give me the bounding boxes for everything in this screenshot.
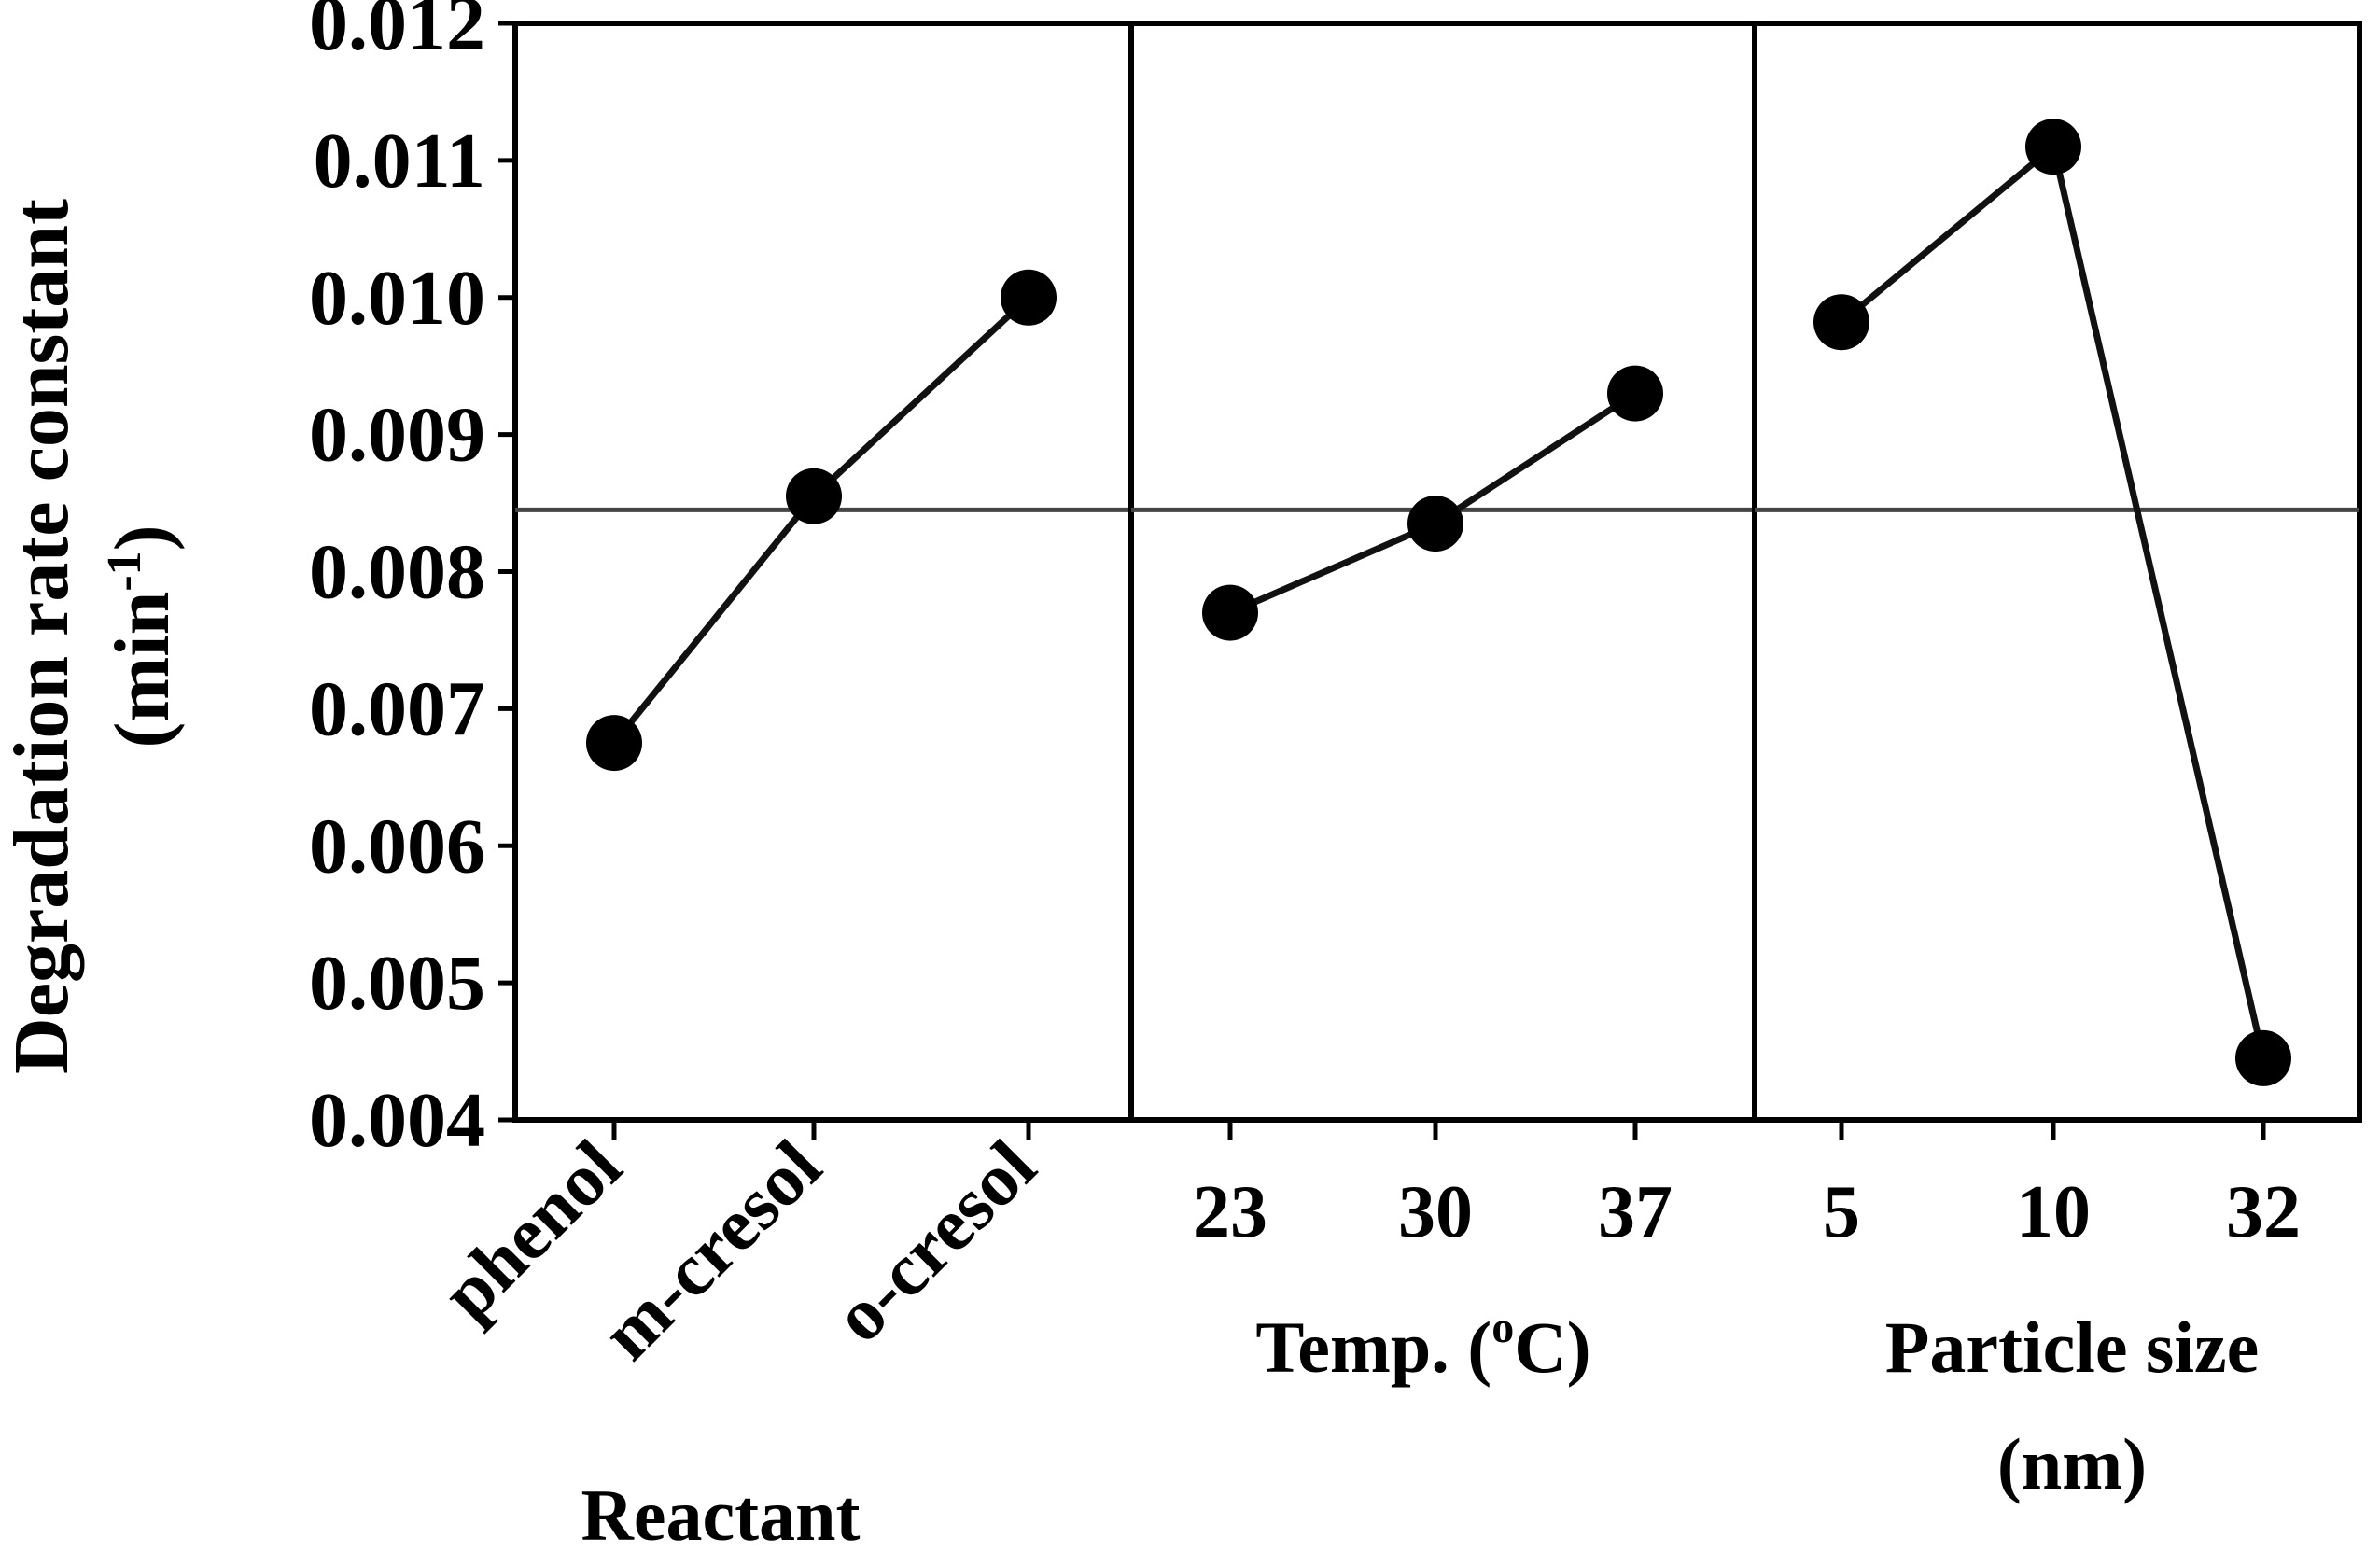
y-tick-label: 0.011: [314, 118, 485, 204]
y-tick-label: 0.009: [309, 392, 485, 479]
panel-particle-size: 5 10 32: [1752, 21, 2362, 1253]
x-title-temp-sup: o: [1491, 1303, 1514, 1352]
y-unit-sup: -1: [98, 551, 151, 591]
panel-frame: [512, 21, 1134, 1123]
y-axis-ticks: 0.004 0.005 0.006 0.007 0.008 0.009 0.010 0.011…: [309, 0, 515, 1164]
data-point: [2235, 1029, 2291, 1086]
series-line: [1839, 140, 2267, 1059]
y-tick-label: 0.005: [309, 940, 485, 1027]
data-point: [1202, 584, 1258, 641]
data-point: [1407, 496, 1463, 552]
data-point: [1813, 294, 1869, 351]
y-unit-end: ): [99, 524, 186, 551]
x-title-temp-end: C): [1514, 1307, 1590, 1388]
x-title-temp: Temp. (oC): [1255, 1303, 1590, 1388]
y-tick-label: 0.010: [309, 255, 485, 342]
x-title-reactant: Reactant: [581, 1475, 861, 1552]
x-tick-label: 30: [1398, 1171, 1473, 1253]
data-point: [586, 715, 642, 772]
x-tick-label: o-cresol: [819, 1126, 1052, 1359]
x-tick-label: 5: [1823, 1171, 1860, 1253]
x-title-temp-base: Temp. (: [1255, 1307, 1491, 1388]
x-tick-label: 23: [1193, 1171, 1267, 1253]
y-tick-label: 0.006: [309, 803, 485, 889]
x-tick-label: 10: [2016, 1171, 2091, 1253]
x-axis-titles: Reactant Temp. (oC) Particle size (nm): [581, 1303, 2260, 1552]
x-tick-label: m-cresol: [586, 1126, 837, 1377]
data-point: [1001, 269, 1057, 326]
y-tick-label: 0.007: [309, 665, 485, 752]
panel-temperature: 23 30 37: [1128, 21, 1757, 1253]
y-axis-title: Degradation rate constant (min-1): [0, 199, 186, 1074]
x-tick-label: 37: [1598, 1171, 1673, 1253]
y-tick-label: 0.004: [309, 1077, 485, 1164]
y-tick-label: 0.008: [309, 529, 485, 616]
x-title-particle-line1: Particle size: [1885, 1307, 2260, 1388]
data-point: [786, 468, 842, 524]
panel-frame: [1752, 21, 2362, 1123]
data-point: [2025, 119, 2081, 175]
data-point: [1607, 365, 1663, 422]
y-axis-title-line2: (min-1): [98, 524, 186, 748]
y-tick-label: 0.012: [309, 0, 485, 67]
y-axis-title-line1: Degradation rate constant: [0, 199, 85, 1074]
y-unit-base: (min: [99, 592, 186, 748]
x-tick-label: 32: [2226, 1171, 2301, 1253]
panel-frame: [1128, 21, 1757, 1123]
x-title-particle-line2: (nm): [1997, 1423, 2147, 1504]
